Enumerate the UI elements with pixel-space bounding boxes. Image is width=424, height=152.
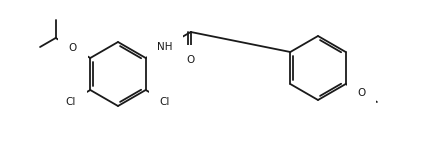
Text: Cl: Cl [160, 97, 170, 107]
Text: O: O [69, 43, 77, 53]
Text: NH: NH [157, 42, 173, 52]
Text: O: O [357, 88, 365, 98]
Text: O: O [187, 55, 195, 65]
Text: Cl: Cl [66, 97, 76, 107]
